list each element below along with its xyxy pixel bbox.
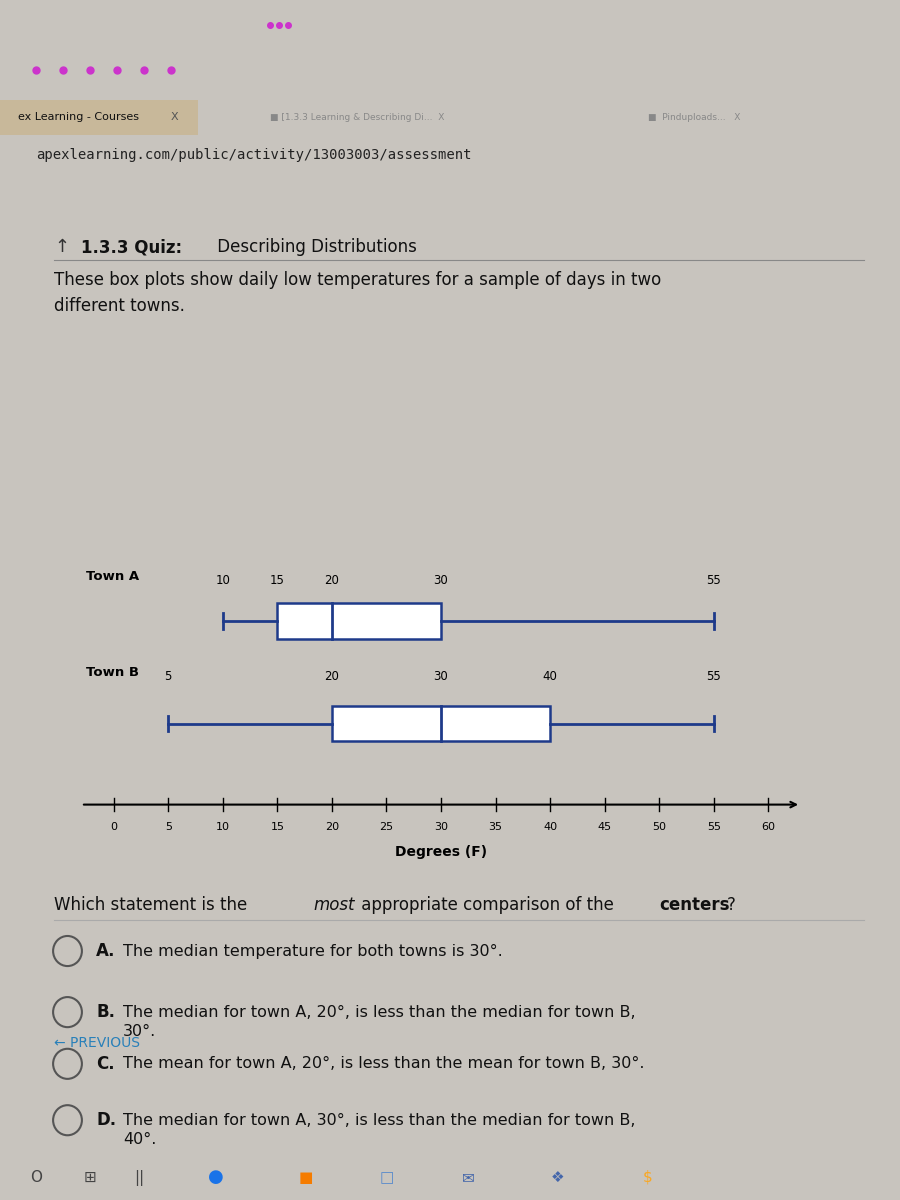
Text: X: X [171,113,178,122]
Text: different towns.: different towns. [54,296,184,314]
Text: 55: 55 [706,670,721,683]
Text: 55: 55 [706,575,721,587]
Text: 40: 40 [543,670,557,683]
Text: B.: B. [96,1003,115,1021]
Text: centers: centers [660,896,730,914]
Text: 30: 30 [434,822,448,832]
Text: Town A: Town A [86,570,140,583]
Text: 30: 30 [434,575,448,587]
Text: □: □ [380,1170,394,1186]
Text: ?: ? [727,896,736,914]
Text: The median for town A, 20°, is less than the median for town B,
30°.: The median for town A, 20°, is less than… [123,1004,636,1039]
Text: 10: 10 [216,822,230,832]
Text: apexlearning.com/public/activity/13003003/assessment: apexlearning.com/public/activity/1300300… [36,148,472,162]
Text: ●: ● [208,1169,224,1187]
Text: 15: 15 [270,575,284,587]
Bar [0,100,198,134]
Text: The mean for town A, 20°, is less than the mean for town B, 30°.: The mean for town A, 20°, is less than t… [123,1056,644,1072]
Text: The median temperature for both towns is 30°.: The median temperature for both towns is… [123,943,503,959]
Text: ← PREVIOUS: ← PREVIOUS [54,1036,140,1050]
Text: D.: D. [96,1111,116,1129]
Text: 40: 40 [543,822,557,832]
Text: 30: 30 [434,670,448,683]
Text: 35: 35 [489,822,502,832]
Text: 55: 55 [706,822,721,832]
Text: $: $ [644,1170,652,1186]
Text: 20: 20 [325,822,339,832]
Text: 60: 60 [761,822,775,832]
Text: most: most [313,896,355,914]
Text: Town B: Town B [86,666,140,679]
Text: ↑: ↑ [54,239,69,257]
Text: 25: 25 [380,822,393,832]
Text: 10: 10 [215,575,230,587]
Bar [277,604,441,638]
Text: Degrees (F): Degrees (F) [395,845,487,859]
Text: Describing Distributions: Describing Distributions [212,239,417,257]
Text: 0: 0 [110,822,117,832]
Text: The median for town A, 30°, is less than the median for town B,
40°.: The median for town A, 30°, is less than… [123,1112,635,1147]
Text: ❖: ❖ [551,1170,565,1186]
Text: ⊞: ⊞ [84,1170,96,1186]
Text: ■ [1.3.3 Learning & Describing Di...  X: ■ [1.3.3 Learning & Describing Di... X [270,113,445,122]
Bar [332,706,550,742]
Text: 15: 15 [270,822,284,832]
Text: appropriate comparison of the: appropriate comparison of the [356,896,618,914]
Text: A.: A. [96,942,116,960]
Text: ■: ■ [299,1170,313,1186]
Text: 20: 20 [325,575,339,587]
Text: 20: 20 [325,670,339,683]
Text: 5: 5 [165,822,172,832]
Text: ex Learning - Courses: ex Learning - Courses [18,113,139,122]
Text: ✉: ✉ [462,1170,474,1186]
Text: These box plots show daily low temperatures for a sample of days in two: These box plots show daily low temperatu… [54,271,662,289]
Text: 1.3.3 Quiz:: 1.3.3 Quiz: [81,239,182,257]
Text: 5: 5 [165,670,172,683]
Text: Which statement is the: Which statement is the [54,896,253,914]
Text: ||: || [134,1170,145,1186]
Text: O: O [30,1170,42,1186]
Text: C.: C. [96,1055,115,1073]
Text: ■  Pinduploads...   X: ■ Pinduploads... X [648,113,741,122]
Text: 50: 50 [652,822,666,832]
Text: 45: 45 [598,822,612,832]
